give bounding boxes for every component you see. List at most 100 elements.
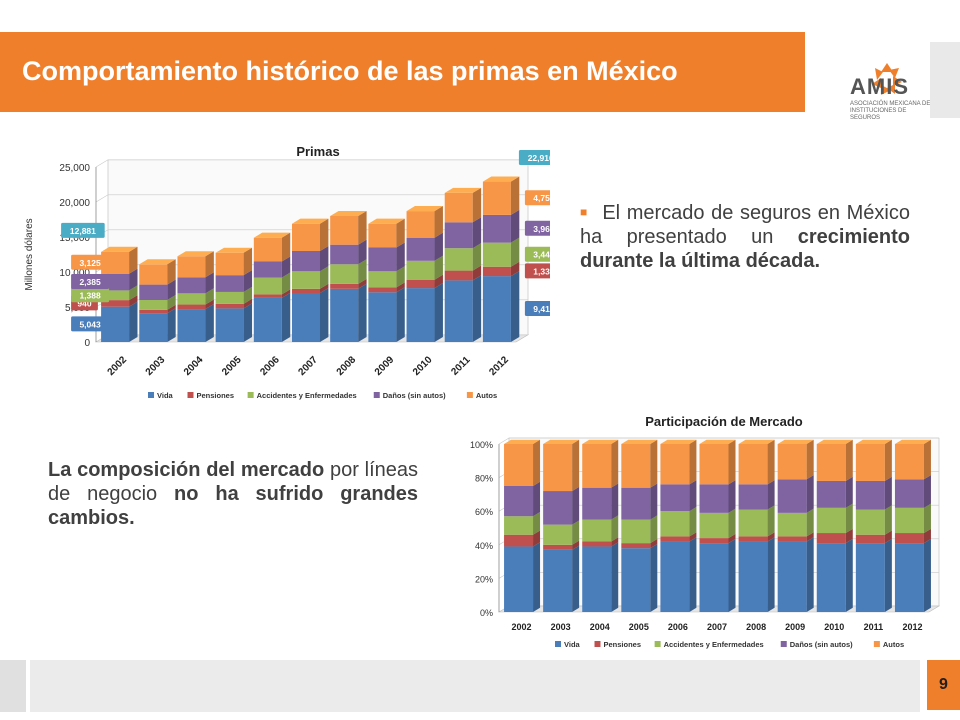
bar-accidentes-y-enfermedades-2008: [738, 509, 768, 537]
bar-vida-2006: [253, 297, 282, 342]
bullet-bold-text: crecimiento durante la última década.: [580, 226, 910, 272]
data-label-2012: 4,757: [533, 193, 550, 203]
y-tick-label: 40%: [475, 541, 493, 551]
bar-da-os-sin-autos--2010: [406, 237, 435, 261]
data-label-2012: 3,441: [533, 250, 550, 260]
bar-top: [504, 439, 541, 444]
bar-side: [884, 538, 892, 612]
bar-side: [243, 303, 253, 342]
bar-top: [139, 259, 176, 265]
bar-pensiones-2009: [368, 287, 397, 293]
bar-da-os-sin-autos--2004: [177, 277, 206, 294]
bar-top: [330, 210, 367, 216]
bar-side: [243, 298, 253, 309]
bar-side: [650, 543, 658, 612]
bar-side: [358, 239, 367, 265]
legend-label: Autos: [883, 640, 904, 649]
bar-autos-2004: [582, 444, 612, 488]
bar-side: [884, 439, 892, 481]
bar-accidentes-y-enfermedades-2003: [139, 300, 168, 310]
bar-side: [650, 538, 658, 549]
bar-pensiones-2008: [330, 283, 359, 289]
bar-side: [767, 537, 775, 612]
bar-autos-2004: [177, 256, 206, 278]
bar-vida-2007: [292, 293, 320, 342]
bar-autos-2006: [660, 444, 690, 485]
bar-side: [281, 292, 291, 342]
title-bar: [0, 32, 805, 112]
bar-side: [472, 275, 482, 342]
legend-swatch: [780, 641, 787, 647]
bar-side: [923, 439, 931, 480]
footer-bar: [30, 660, 920, 712]
bar-side: [806, 475, 814, 513]
data-label-2002: 3,125: [79, 258, 101, 268]
x-tick-label: 2002: [512, 622, 532, 632]
bar-side: [728, 480, 736, 513]
bar-side: [129, 295, 138, 307]
bar-side: [689, 507, 697, 537]
bar-side: [167, 279, 176, 300]
bar-autos-2002: [504, 444, 534, 486]
gridline: [95, 159, 528, 168]
y-axis-label: Millones dólares: [24, 218, 35, 290]
bar-side: [923, 503, 931, 534]
bar-da-os-sin-autos--2005: [215, 275, 244, 292]
bar-vida-2012: [482, 276, 511, 342]
bar-side: [243, 270, 253, 292]
total-label-2002: 12,881: [70, 226, 96, 236]
header-right-strip: [930, 42, 960, 118]
bar-side: [396, 282, 405, 293]
bar-da-os-sin-autos--2002: [504, 486, 534, 517]
bar-pensiones-2003: [139, 309, 168, 314]
data-label-2012-box: [524, 301, 550, 317]
bar-vida-2011: [855, 543, 885, 612]
bar-pensiones-2003: [543, 544, 573, 550]
bullet-square-icon: ■: [580, 205, 589, 219]
bar-vida-2002: [504, 546, 534, 612]
bar-pensiones-2002: [101, 300, 130, 307]
legend-label: Autos: [476, 391, 497, 400]
bar-top: [621, 439, 658, 444]
x-tick-label: 2006: [668, 622, 688, 632]
bar-side: [472, 265, 482, 281]
x-tick-label: 2008: [335, 354, 359, 378]
gridline: [95, 194, 528, 203]
bar-side: [611, 542, 619, 612]
data-label-2012: 1,339: [533, 266, 550, 276]
data-label-2002-box: [71, 287, 110, 303]
bar-vida-2009: [368, 292, 397, 342]
bar-top: [738, 439, 775, 444]
composition-normal: por líneas de negocio: [48, 459, 419, 505]
y-tick-label: 0: [84, 338, 90, 349]
bar-pensiones-2006: [660, 536, 690, 542]
bar-side: [533, 439, 541, 486]
bar-da-os-sin-autos--2008: [738, 484, 768, 510]
data-label-2012-box: [524, 190, 550, 206]
amis-logo-icon: [872, 63, 902, 95]
bar-side: [572, 520, 580, 545]
total-label-2012: 22,916: [528, 153, 550, 163]
bar-side: [884, 530, 892, 544]
bar-side: [533, 542, 541, 612]
bar-side: [434, 206, 443, 238]
bar-side: [129, 285, 138, 301]
bar-side: [472, 243, 482, 271]
legend-label: Daños (sin autos): [383, 391, 446, 400]
bar-accidentes-y-enfermedades-2007: [292, 271, 320, 289]
bar-da-os-sin-autos--2006: [660, 484, 690, 512]
bar-side: [396, 218, 405, 248]
legend-swatch: [466, 392, 473, 398]
bar-top: [482, 176, 520, 182]
bar-vida-2005: [215, 308, 244, 342]
bar-side: [510, 176, 520, 215]
data-label-2002-box: [71, 274, 110, 290]
logo-subtitle: ASOCIACIÓN MEXICANA DE INSTITUCIONES DE …: [850, 101, 931, 121]
x-tick-label: 2010: [411, 354, 435, 378]
bar-top: [582, 439, 619, 444]
bar-side: [611, 515, 619, 542]
bar-side: [205, 288, 214, 305]
bar-autos-2007: [292, 223, 320, 251]
bar-da-os-sin-autos--2011: [444, 222, 473, 249]
bar-pensiones-2011: [444, 270, 473, 281]
